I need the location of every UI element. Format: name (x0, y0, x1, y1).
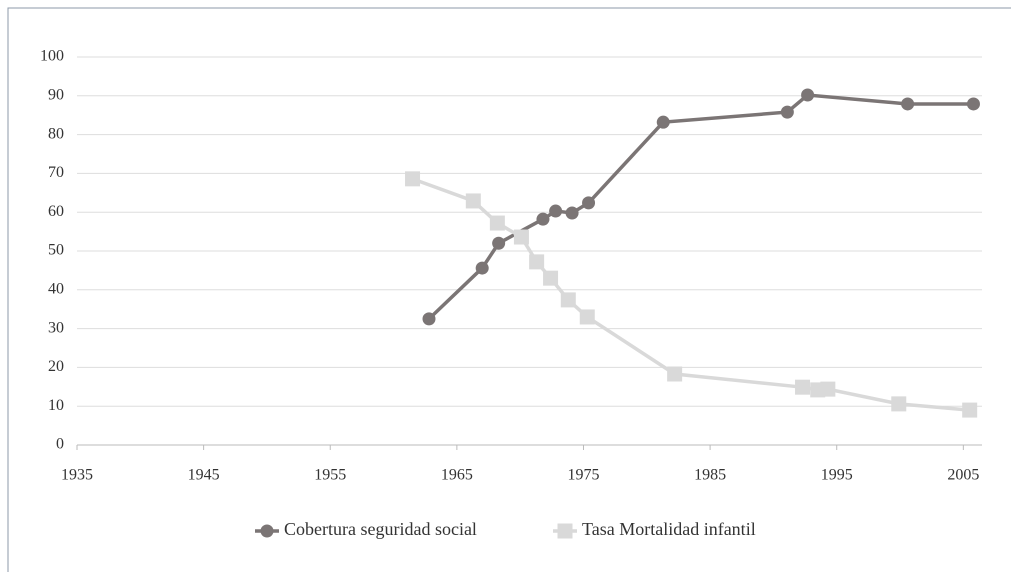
point (422, 312, 436, 326)
series-line (427, 93, 974, 321)
y-tick-label: 10 (48, 397, 64, 414)
x-tick-label: 1955 (314, 467, 346, 484)
series-line (411, 177, 970, 412)
x-tick-label: 1985 (694, 467, 726, 484)
point (513, 229, 529, 245)
x-tick-label: 1935 (61, 467, 93, 484)
y-tick-label: 30 (48, 319, 64, 336)
point (560, 292, 576, 308)
point (780, 105, 794, 119)
point (656, 115, 670, 129)
y-tick-label: 0 (56, 436, 64, 453)
point (492, 236, 506, 250)
y-tick-label: 70 (48, 164, 64, 181)
point (489, 215, 505, 231)
y-tick-label: 20 (48, 358, 64, 375)
y-tick-label: 60 (48, 203, 64, 220)
point (962, 402, 978, 418)
point (667, 366, 683, 382)
point (820, 381, 836, 397)
frame (7, 7, 1011, 572)
point (465, 193, 481, 209)
x-tick-label: 2005 (947, 467, 979, 484)
legend-label: Cobertura seguridad social (284, 519, 477, 539)
point (475, 261, 489, 275)
legend-label: Tasa Mortalidad infantil (582, 519, 756, 539)
y-tick-label: 90 (48, 86, 64, 103)
x-tick-label: 1945 (188, 467, 220, 484)
point (801, 88, 815, 102)
y-tick-label: 80 (48, 125, 64, 142)
point (795, 379, 811, 395)
point (901, 97, 915, 111)
y-tick-label: 100 (40, 48, 64, 65)
legend-marker (260, 524, 274, 538)
point (405, 171, 421, 187)
point (543, 270, 559, 286)
y-tick-label: 50 (48, 242, 64, 259)
point (582, 196, 596, 210)
legend-marker (557, 523, 573, 539)
point (579, 309, 595, 325)
point (549, 204, 563, 218)
y-tick-label: 40 (48, 280, 64, 297)
x-tick-label: 1975 (567, 467, 599, 484)
point (536, 212, 550, 226)
point (529, 254, 545, 270)
x-tick-label: 1995 (821, 467, 853, 484)
x-tick-label: 1965 (441, 467, 473, 484)
point (891, 396, 907, 412)
point (966, 97, 980, 111)
point (565, 206, 579, 220)
